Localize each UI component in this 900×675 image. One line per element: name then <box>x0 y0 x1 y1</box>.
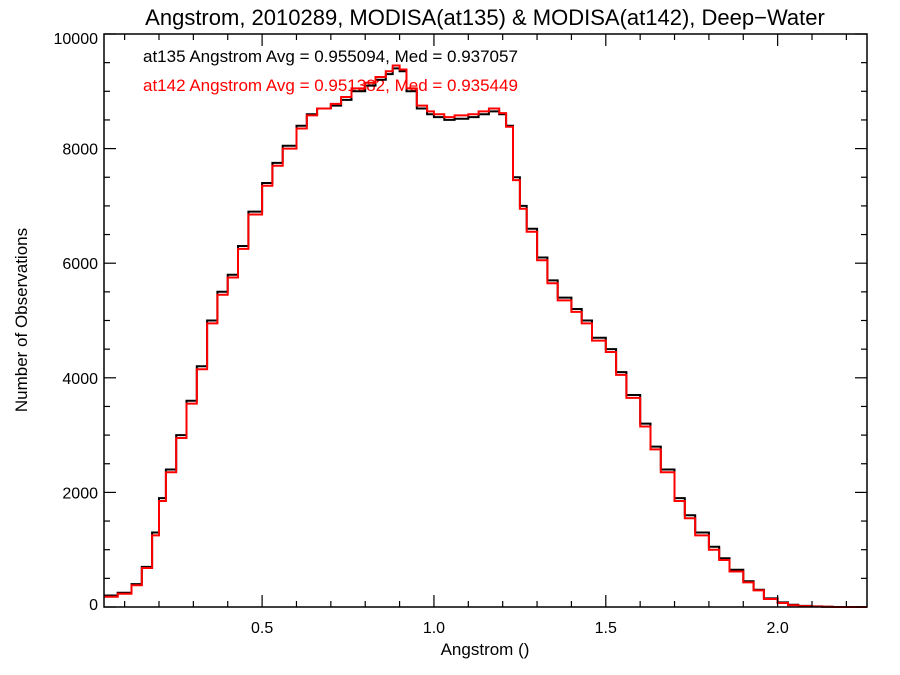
x-tick-label: 0.5 <box>251 620 273 637</box>
x-tick-label: 1.0 <box>423 620 445 637</box>
y-tick-label: 8000 <box>62 142 98 159</box>
x-tick-label: 2.0 <box>767 620 789 637</box>
annotation-at135: at135 Angstrom Avg = 0.955094, Med = 0.9… <box>143 47 518 66</box>
series-line-1 <box>104 64 867 608</box>
series-line-0 <box>104 67 867 608</box>
y-tick-label: 2000 <box>62 485 98 502</box>
x-tick-label: 1.5 <box>595 620 617 637</box>
chart-title: Angstrom, 2010289, MODISA(at135) & MODIS… <box>145 5 825 30</box>
y-tick-label: 6000 <box>62 256 98 273</box>
plot-frame <box>103 33 868 608</box>
y-tick-label: 10000 <box>54 31 99 48</box>
y-tick-label: 0 <box>89 597 98 614</box>
x-axis-label: Angstrom () <box>441 640 530 659</box>
annotation-at142: at142 Angstrom Avg = 0.951382, Med = 0.9… <box>143 76 518 95</box>
y-tick-label: 4000 <box>62 371 98 388</box>
y-axis-label: Number of Observations <box>12 228 31 412</box>
ticks-layer: 0.5 1.0 1.5 2.0 0 2000 4000 6000 8000 10000 <box>54 31 867 637</box>
series-layer <box>104 64 867 608</box>
